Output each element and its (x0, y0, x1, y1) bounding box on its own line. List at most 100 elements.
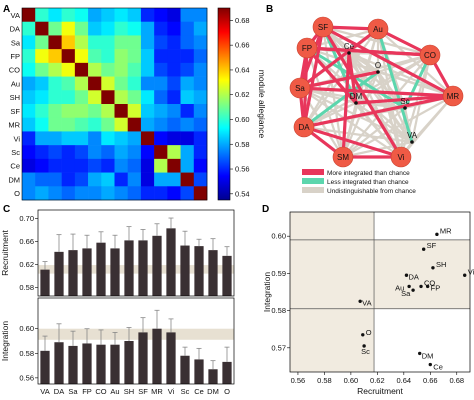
y-tick-label: 0.58 (19, 349, 34, 358)
colorbar-tick-label: 0.62 (235, 90, 250, 99)
heatmap-cell (140, 90, 155, 105)
scatter-point (421, 247, 426, 251)
x-tick-label: 0.66 (423, 376, 438, 385)
edge-chance (348, 52, 413, 143)
heatmap-cell (127, 21, 142, 36)
scatter-point-label: O (366, 328, 372, 337)
edge-less (303, 70, 379, 129)
heatmap-cell (48, 49, 62, 64)
heatmap-cell (114, 172, 129, 187)
heatmap-cell (35, 76, 49, 91)
bar (180, 245, 190, 296)
scatter-point-label: Vi (468, 267, 474, 276)
network-node (390, 146, 412, 168)
scatter-panel: 0.56 0.58 0.60 0.62 0.64 0.66 0.68 0.57 0.58 0.59… (262, 211, 474, 396)
network-node-label: Sa (295, 84, 305, 93)
panel-label-a: A (3, 4, 10, 15)
heatmap-cell (48, 145, 62, 160)
heatmap-cell (114, 90, 129, 105)
heatmap-cell (88, 49, 102, 64)
x-tick-label: VA (40, 387, 49, 396)
heatmap-cell (140, 62, 155, 77)
heatmap-cell (180, 62, 195, 77)
heatmap-cell (140, 131, 155, 146)
edge-more (303, 94, 454, 129)
chance-band (38, 328, 234, 340)
heatmap-cell (35, 158, 49, 173)
scatter-point (404, 273, 409, 277)
edge-chance (348, 51, 454, 98)
scatter-point (419, 284, 423, 289)
network-node-label: Vi (398, 153, 405, 162)
heatmap-cell (74, 104, 89, 119)
heatmap-cell (167, 49, 181, 64)
heatmap-cell (88, 21, 102, 36)
heatmap-cell (74, 62, 89, 77)
heatmap-cell (101, 8, 115, 23)
legend-label-more: More integrated than chance (327, 170, 410, 177)
heatmap-cell (61, 35, 76, 50)
scatter-point-label: VA (362, 298, 371, 307)
edge-chance (306, 47, 413, 143)
heatmap-cell (61, 117, 76, 132)
network-legend: More integrated than chance Less integra… (302, 169, 416, 195)
heatmap-cell (88, 104, 102, 119)
network-node-label: DA (298, 123, 310, 132)
heatmap-cell (193, 76, 208, 91)
heatmap-cell (193, 104, 208, 119)
heatmap-cell (48, 117, 62, 132)
heatmap-cell (167, 8, 181, 23)
heatmap-cell (180, 35, 195, 50)
heatmap-row-label: Sa (11, 38, 21, 47)
network-node-label: VA (407, 131, 418, 140)
heatmap-cell (35, 8, 49, 23)
heatmap-cell (35, 90, 49, 105)
x-tick-label: 0.56 (291, 376, 306, 385)
heatmap-cell (127, 90, 142, 105)
heatmap-cell (193, 35, 208, 50)
colorbar-tick-label: 0.68 (235, 16, 250, 25)
heatmap-row-label: Vi (13, 134, 20, 143)
x-tick-label: SF (138, 387, 148, 396)
heatmap-cell (167, 90, 181, 105)
heatmap-cell (114, 104, 129, 119)
heatmap-row-label: O (14, 189, 20, 198)
heatmap-cell (154, 62, 168, 77)
scatter-point (358, 299, 362, 303)
heatmap-cell (22, 186, 36, 201)
x-tick-label: Au (110, 387, 119, 396)
heatmap-cell (74, 8, 89, 23)
heatmap-cell (61, 21, 76, 36)
x-tick-label: CO (95, 387, 106, 396)
legend-swatch-more (302, 169, 324, 175)
heatmap-cell (88, 145, 102, 160)
heatmap-cell (180, 90, 195, 105)
y-tick-label: 0.60 (271, 232, 286, 241)
edge-chance (322, 25, 431, 57)
heatmap-cell (140, 158, 155, 173)
heatmap-cell (35, 145, 49, 160)
network-nodes: SF Au CO MR Vi SM DA Sa FP Ce O DM Sc VA (289, 16, 464, 168)
heatmap-cell (61, 158, 76, 173)
legend-label-chance: Undistinguishable from chance (327, 188, 416, 195)
network-node (293, 116, 315, 138)
axes-frame (289, 211, 471, 373)
bar (194, 246, 204, 296)
heatmap-cell (167, 21, 181, 36)
y-axis-label: Recruitment (0, 229, 10, 275)
scatter-point (463, 273, 467, 277)
heatmap-row-label: VA (11, 11, 20, 20)
heatmap-cell (167, 145, 181, 160)
scatter-point-label: Sa (401, 289, 411, 298)
bar (96, 344, 106, 384)
bar (152, 328, 162, 384)
x-tick-label: O (224, 387, 230, 396)
x-tick-label: DM (207, 387, 219, 396)
heatmap-cell (74, 158, 89, 173)
y-tick-label: 0.59 (271, 269, 286, 278)
heatmap-cell (48, 104, 62, 119)
edge-chance (342, 95, 454, 158)
scatter-point-label: SH (436, 260, 446, 269)
heatmap-cell (140, 186, 155, 201)
scatter-point-label: FP (431, 283, 441, 292)
